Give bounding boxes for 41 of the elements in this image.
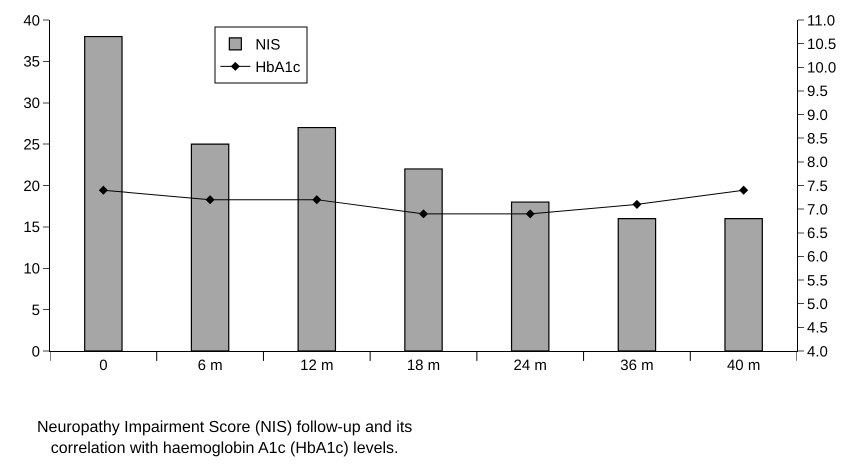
x-tick-label: 6 m xyxy=(198,357,223,374)
y-tick-label: 30 xyxy=(23,95,40,112)
y2-tick-label: 8.0 xyxy=(807,154,828,172)
y2-tick-label: 6.0 xyxy=(807,248,828,266)
y2-tick-label: 8.5 xyxy=(807,130,828,148)
y-tick-label: 35 xyxy=(23,54,40,71)
y2-tick-label: 7.5 xyxy=(807,178,828,195)
y2-tick-label: 5.5 xyxy=(807,272,828,290)
point xyxy=(526,209,535,218)
x-tick-label: 12 m xyxy=(300,357,334,374)
y2-tick-label: 9.0 xyxy=(807,106,828,124)
point xyxy=(312,195,322,204)
point xyxy=(418,209,428,218)
y2-tick-label: 5.0 xyxy=(807,296,828,313)
y-tick-label: 25 xyxy=(23,136,40,154)
y-tick-label: 20 xyxy=(23,178,40,195)
legend-label: HbA1c xyxy=(255,59,301,76)
legend-label: NIS xyxy=(255,36,280,54)
y2-tick-label: 10.5 xyxy=(807,36,836,53)
y2-tick-label: 7.0 xyxy=(807,201,828,218)
y-tick-label: 5 xyxy=(32,302,40,319)
y-tick-label: 15 xyxy=(23,219,40,236)
y-tick-label: 40 xyxy=(23,12,40,30)
y2-tick-label: 6.5 xyxy=(807,225,828,242)
x-tick-label: 0 xyxy=(99,357,108,374)
point xyxy=(98,186,108,195)
y2-tick-label: 4.0 xyxy=(807,343,828,360)
y2-tick-label: 4.5 xyxy=(807,320,828,337)
text: Neuropathy Impairment Score (NIS) follow-up and its correlation with haemoglobin A1c (HbA1c) levels. xyxy=(37,419,412,457)
y2-tick-label: 11.0 xyxy=(807,12,836,30)
point xyxy=(206,195,215,204)
y-tick-label: 10 xyxy=(23,260,40,278)
point xyxy=(632,200,642,209)
y-tick-label: 0 xyxy=(32,343,40,360)
point xyxy=(739,186,748,195)
y2-tick-label: 10.0 xyxy=(807,60,836,77)
x-tick-label: 40 m xyxy=(726,357,760,374)
x-tick-label: 36 m xyxy=(620,357,654,374)
y2-tick-label: 9.5 xyxy=(807,83,828,100)
x-tick-label: 24 m xyxy=(514,357,547,374)
x-tick-label: 18 m xyxy=(406,357,440,374)
